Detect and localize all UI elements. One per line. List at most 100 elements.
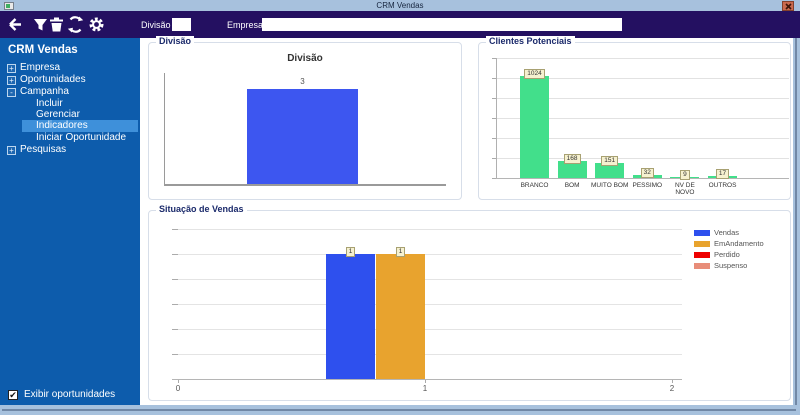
bar-bom bbox=[557, 161, 587, 178]
gridline bbox=[496, 138, 789, 139]
value-label-wrap: 1024 bbox=[510, 62, 559, 80]
value-label-wrap: 9 bbox=[660, 163, 709, 181]
bar-emandamento bbox=[376, 254, 425, 379]
sidebar-item-incluir[interactable]: Incluir bbox=[0, 98, 140, 110]
sidebar-item-label: Iniciar Oportunidade bbox=[36, 132, 127, 143]
legend-item: Vendas bbox=[694, 228, 784, 239]
sidebar-item-oportunidades[interactable]: + Oportunidades bbox=[0, 74, 140, 86]
app-icon bbox=[4, 2, 14, 10]
y-axis-tick bbox=[172, 354, 178, 355]
x-axis-tick bbox=[672, 380, 673, 383]
sidebar-item-label: Incluir bbox=[36, 98, 63, 109]
collapse-minus-icon[interactable]: - bbox=[7, 88, 16, 97]
panel-situacao-de-vendas: Situação de Vendas 1 1 0 1 2 Vendas EmAndament… bbox=[148, 204, 791, 401]
main-content: Divisão Divisão 3 Clientes Potenciais 10… bbox=[140, 36, 793, 405]
value-label-wrap: 17 bbox=[698, 162, 747, 180]
app-icon-inner bbox=[6, 4, 10, 8]
sidebar-item-iniciar-oportunidade[interactable]: Iniciar Oportunidade bbox=[0, 132, 140, 144]
category-label: NV DE NOVO bbox=[674, 182, 695, 196]
sidebar-item-empresa[interactable]: + Empresa bbox=[0, 62, 140, 74]
category-label: MUITO BOM bbox=[590, 182, 629, 189]
expand-plus-icon[interactable]: + bbox=[7, 64, 16, 73]
category-label: OUTROS bbox=[708, 182, 737, 189]
value-label-wrap: 1 bbox=[331, 240, 371, 258]
sidebar: CRM Vendas + Empresa + Oportunidades - Campan… bbox=[0, 38, 140, 405]
back-icon[interactable] bbox=[6, 16, 23, 33]
y-axis-tick bbox=[172, 229, 178, 230]
legend-swatch bbox=[694, 241, 710, 247]
y-axis bbox=[496, 58, 497, 178]
division-input[interactable] bbox=[172, 18, 191, 31]
y-axis-tick bbox=[172, 329, 178, 330]
expand-plus-icon[interactable]: + bbox=[7, 146, 16, 155]
y-axis-tick bbox=[172, 279, 178, 280]
y-axis-tick bbox=[492, 58, 496, 59]
x-axis-tick bbox=[425, 380, 426, 383]
gridline bbox=[178, 254, 682, 255]
sidebar-item-gerenciar[interactable]: Gerenciar bbox=[0, 109, 140, 121]
window-border-bottom bbox=[0, 405, 800, 415]
axis-tick-label: 1 bbox=[422, 384, 428, 393]
y-axis-tick bbox=[492, 118, 496, 119]
expand-plus-icon[interactable]: + bbox=[7, 76, 16, 85]
sidebar-item-label: Campanha bbox=[20, 86, 69, 97]
sidebar-item-label: Gerenciar bbox=[36, 109, 80, 120]
sidebar-item-label: Indicadores bbox=[36, 120, 88, 131]
panel-divisao-label: Divisão bbox=[156, 36, 195, 46]
sidebar-item-pesquisas[interactable]: + Pesquisas bbox=[0, 144, 140, 156]
panel-clientes-potenciais: Clientes Potenciais 1024 BRANCO 168 BOM 151 M… bbox=[478, 36, 791, 200]
gridline bbox=[496, 118, 789, 119]
legend-label: Suspenso bbox=[714, 261, 748, 270]
y-axis-tick bbox=[172, 304, 178, 305]
window-border-right bbox=[793, 38, 800, 415]
value-label-wrap: 1 bbox=[381, 240, 421, 258]
checkbox-label: Exibir oportunidades bbox=[24, 389, 116, 400]
toolbar: Divisão Empresa bbox=[0, 11, 800, 38]
division-label: Divisão bbox=[141, 20, 171, 30]
refresh-icon[interactable] bbox=[67, 16, 84, 33]
company-input[interactable] bbox=[262, 18, 622, 31]
gridline bbox=[178, 304, 682, 305]
sidebar-selected-highlight bbox=[22, 120, 138, 132]
panel-clientes-label: Clientes Potenciais bbox=[486, 36, 575, 46]
legend-item: EmAndamento bbox=[694, 239, 784, 250]
value-label-wrap: 32 bbox=[623, 161, 672, 179]
close-button[interactable] bbox=[782, 1, 794, 11]
value-label: 32 bbox=[640, 168, 654, 178]
legend-item: Perdido bbox=[694, 250, 784, 261]
settings-icon[interactable] bbox=[88, 16, 105, 33]
sidebar-item-label: Empresa bbox=[20, 62, 61, 73]
bar-divisao bbox=[247, 89, 358, 184]
gridline bbox=[496, 158, 789, 159]
window-title: CRM Vendas bbox=[376, 1, 424, 10]
x-axis bbox=[172, 379, 682, 380]
y-axis-tick bbox=[492, 138, 496, 139]
x-axis bbox=[164, 184, 446, 186]
y-axis bbox=[164, 73, 165, 184]
bar-vendas bbox=[326, 254, 375, 379]
bar-branco bbox=[520, 76, 549, 178]
sidebar-item-campanha[interactable]: - Campanha bbox=[0, 86, 140, 98]
delete-icon[interactable] bbox=[48, 16, 65, 33]
value-label: 1 bbox=[395, 247, 406, 257]
category-label: BRANCO bbox=[520, 182, 549, 189]
filter-icon[interactable] bbox=[32, 16, 49, 33]
gridline bbox=[178, 229, 682, 230]
value-label: 1024 bbox=[524, 69, 545, 79]
sidebar-item-indicadores[interactable]: Indicadores bbox=[0, 120, 140, 132]
panel-divisao: Divisão Divisão 3 bbox=[148, 36, 462, 200]
x-axis-tick bbox=[178, 380, 179, 383]
y-axis-tick bbox=[492, 158, 496, 159]
value-label: 1 bbox=[345, 247, 356, 257]
legend-swatch bbox=[694, 263, 710, 269]
axis-tick-label: 2 bbox=[669, 384, 675, 393]
chart-divisao-title: Divisão bbox=[287, 53, 323, 64]
close-icon bbox=[785, 3, 792, 10]
legend-label: Vendas bbox=[714, 228, 740, 237]
gridline bbox=[178, 329, 682, 330]
y-axis-tick bbox=[492, 98, 496, 99]
window-border-right-line bbox=[795, 38, 797, 415]
category-label: BOM bbox=[564, 182, 580, 189]
legend-label: EmAndamento bbox=[714, 239, 764, 248]
